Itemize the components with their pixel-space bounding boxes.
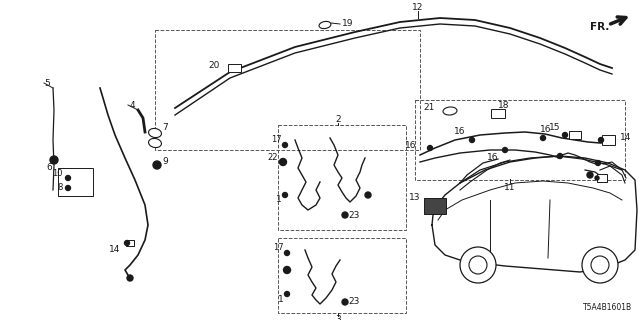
Bar — [58, 168, 93, 196]
Circle shape — [502, 148, 508, 153]
Text: 19: 19 — [342, 19, 353, 28]
Text: 23: 23 — [348, 298, 360, 307]
Text: 16: 16 — [404, 140, 416, 149]
Ellipse shape — [443, 107, 457, 115]
Bar — [602, 135, 614, 145]
Text: 17: 17 — [273, 244, 284, 252]
Circle shape — [285, 292, 289, 297]
Text: 10: 10 — [52, 169, 63, 178]
Text: 1: 1 — [278, 294, 284, 303]
Bar — [424, 198, 446, 214]
Text: 22: 22 — [268, 154, 278, 163]
Text: 21: 21 — [424, 103, 435, 113]
Ellipse shape — [319, 21, 331, 28]
Text: 9: 9 — [162, 157, 168, 166]
Circle shape — [65, 175, 70, 180]
Text: 1: 1 — [276, 196, 282, 204]
Circle shape — [284, 267, 291, 274]
Circle shape — [365, 192, 371, 198]
Text: 8: 8 — [58, 183, 63, 193]
Text: 2: 2 — [335, 116, 341, 124]
Bar — [491, 108, 505, 117]
Text: 16: 16 — [486, 154, 498, 163]
Circle shape — [469, 256, 487, 274]
Circle shape — [153, 161, 161, 169]
Circle shape — [65, 186, 70, 190]
Circle shape — [428, 146, 433, 150]
Text: 6: 6 — [46, 163, 52, 172]
Text: 18: 18 — [499, 100, 509, 109]
Bar — [278, 125, 406, 230]
Text: 23: 23 — [348, 211, 360, 220]
Circle shape — [541, 135, 545, 140]
Text: 3: 3 — [335, 316, 341, 320]
Text: 7: 7 — [162, 124, 168, 132]
Circle shape — [282, 193, 287, 197]
Text: 16: 16 — [540, 125, 552, 134]
Circle shape — [282, 142, 287, 148]
Circle shape — [582, 247, 618, 283]
Bar — [126, 240, 134, 246]
Text: T5A4B1601B: T5A4B1601B — [583, 303, 632, 312]
Circle shape — [563, 132, 568, 138]
Bar — [597, 174, 607, 182]
Text: 14: 14 — [620, 133, 632, 142]
Circle shape — [470, 138, 474, 142]
Circle shape — [587, 172, 593, 178]
Circle shape — [342, 212, 348, 218]
Ellipse shape — [148, 128, 161, 138]
Circle shape — [460, 247, 496, 283]
Circle shape — [285, 251, 289, 255]
Circle shape — [591, 256, 609, 274]
Bar — [155, 30, 420, 150]
Bar — [227, 64, 241, 72]
Circle shape — [342, 299, 348, 305]
Circle shape — [280, 158, 287, 165]
Text: 14: 14 — [109, 245, 120, 254]
Text: 16: 16 — [454, 127, 465, 137]
Text: 5: 5 — [44, 78, 50, 87]
Text: 20: 20 — [209, 60, 220, 69]
Circle shape — [595, 176, 599, 180]
Text: 13: 13 — [408, 194, 420, 203]
Circle shape — [598, 138, 604, 142]
Circle shape — [557, 154, 563, 158]
Bar — [569, 131, 581, 139]
Bar — [278, 238, 406, 313]
Circle shape — [127, 275, 133, 281]
Text: 15: 15 — [548, 124, 560, 132]
Text: 4: 4 — [130, 100, 136, 109]
Bar — [415, 100, 625, 180]
Circle shape — [50, 156, 58, 164]
Ellipse shape — [148, 139, 161, 148]
Circle shape — [125, 241, 129, 245]
Text: FR.: FR. — [590, 22, 610, 32]
Text: 17: 17 — [271, 135, 282, 145]
Circle shape — [595, 161, 600, 165]
Text: 11: 11 — [504, 183, 516, 193]
Text: 12: 12 — [412, 4, 424, 12]
